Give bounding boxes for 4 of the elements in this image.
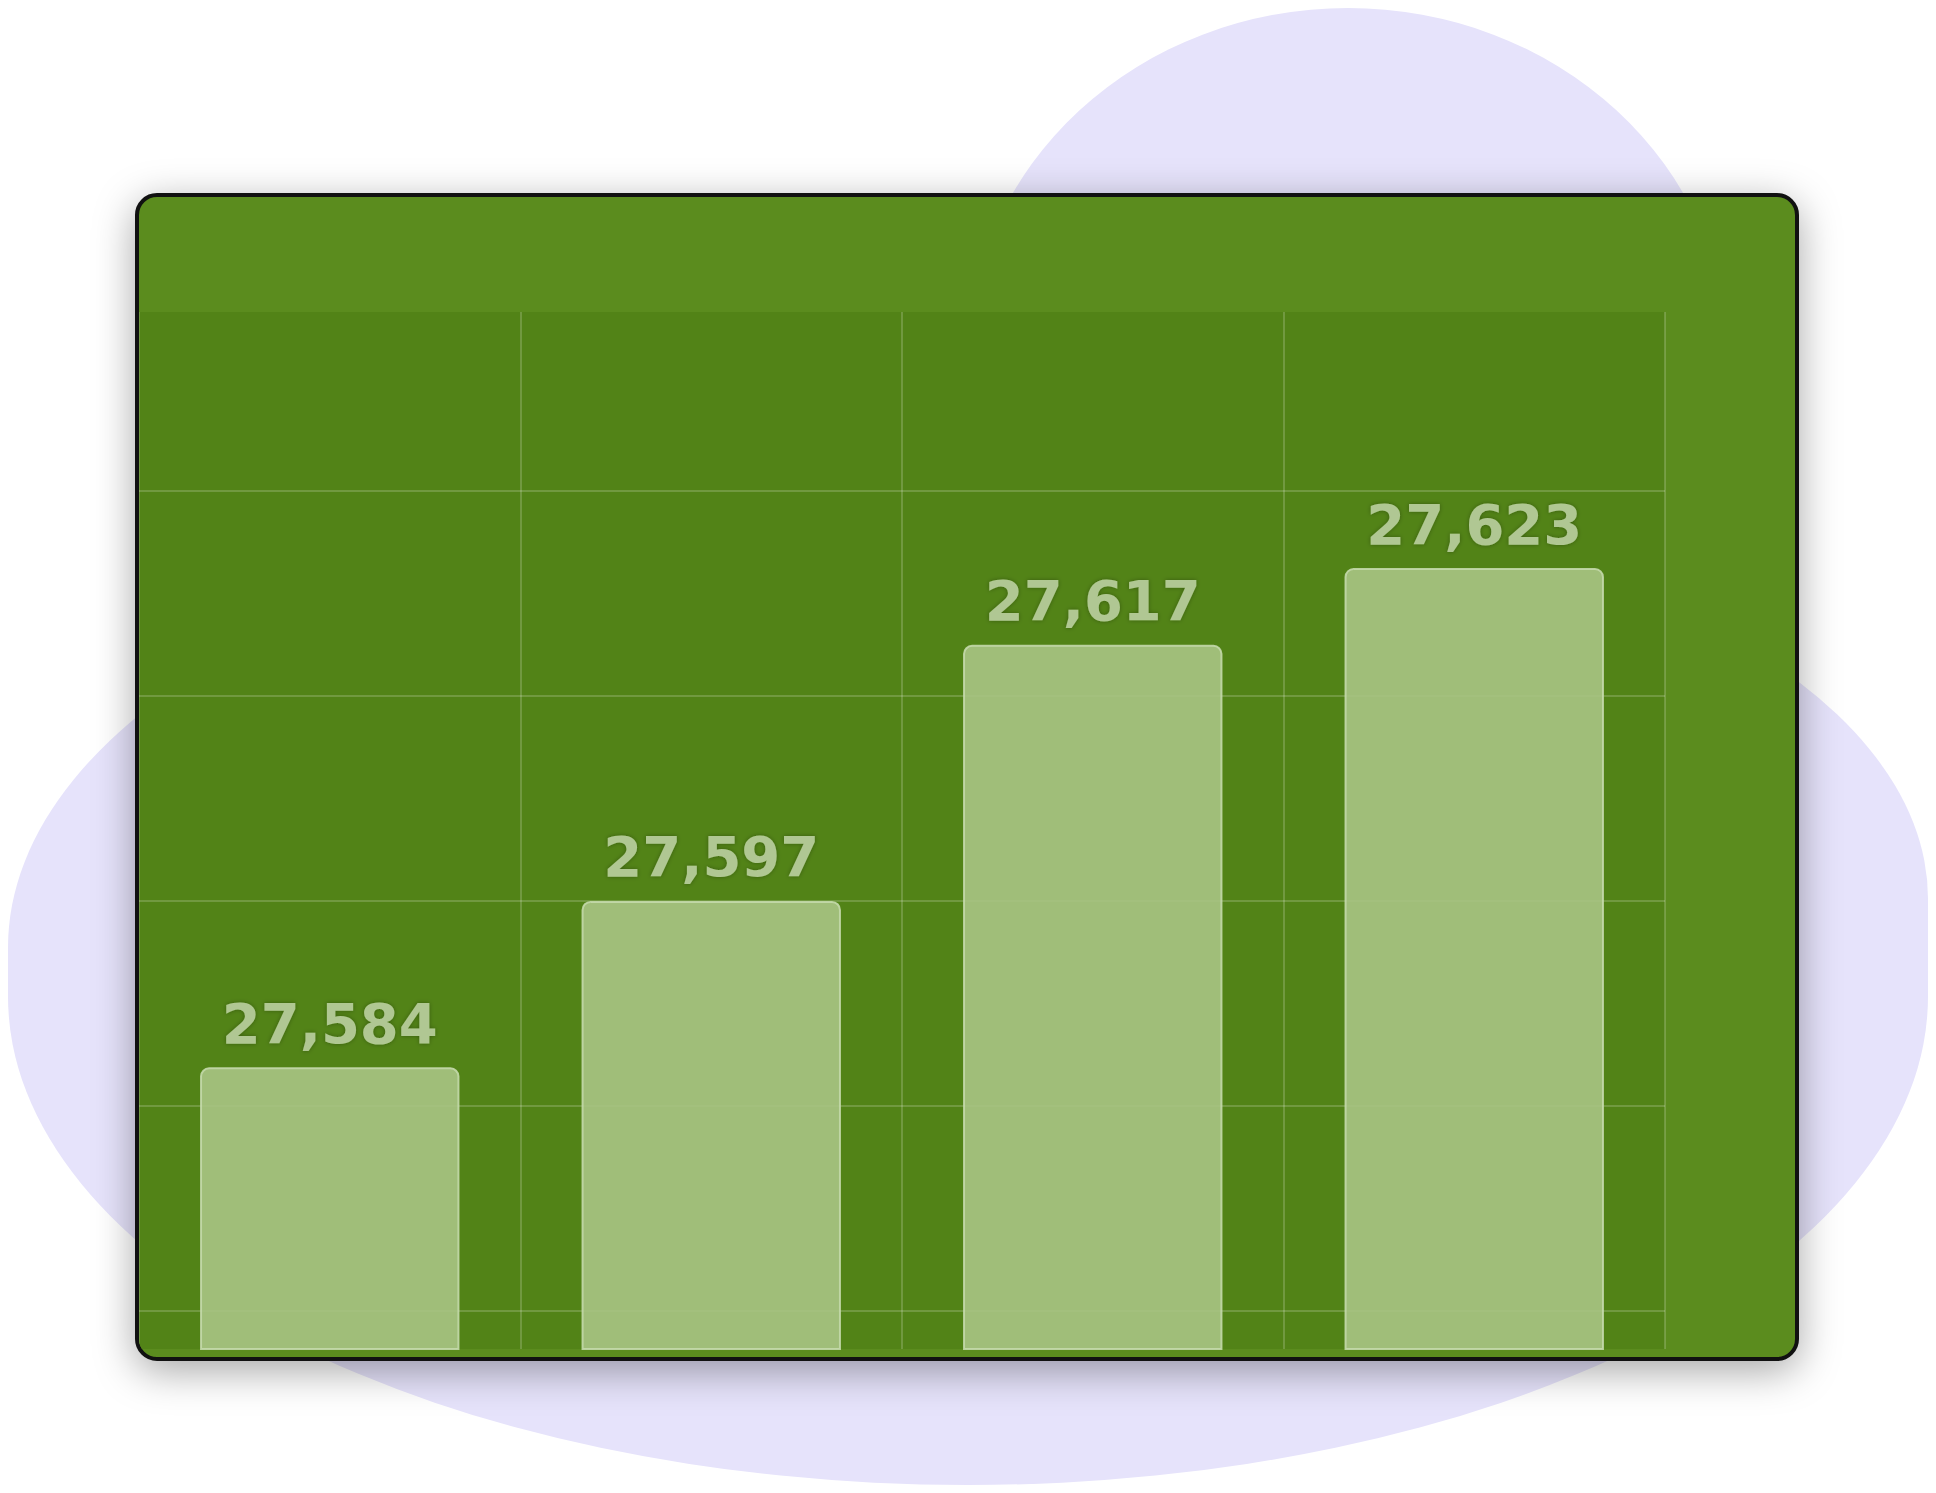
data-label: 27,623	[1366, 491, 1583, 557]
data-label: 27,597	[603, 824, 820, 890]
data-label: 27,617	[984, 568, 1201, 634]
data-label: 27,584	[221, 990, 438, 1056]
